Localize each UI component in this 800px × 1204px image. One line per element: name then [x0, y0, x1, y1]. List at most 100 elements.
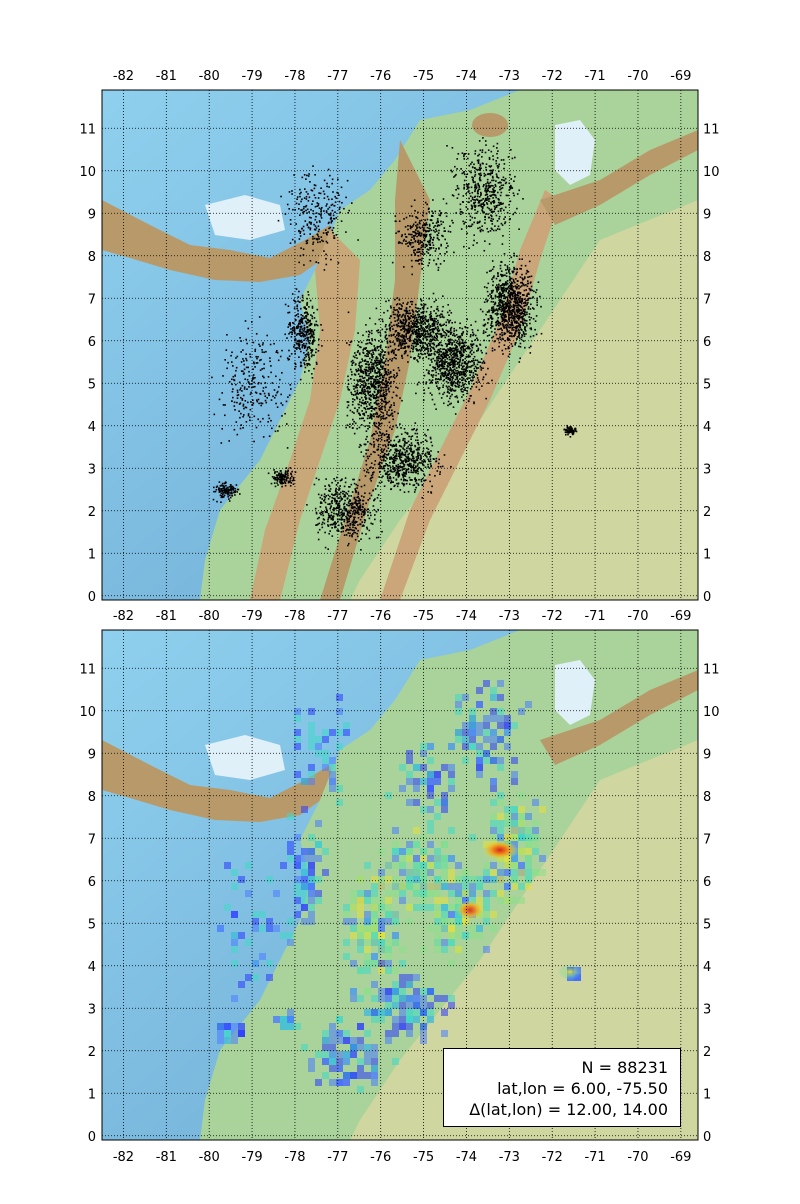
earthquake-point — [417, 440, 419, 442]
earthquake-point — [302, 295, 304, 297]
earthquake-point — [311, 352, 313, 354]
earthquake-point — [395, 348, 397, 350]
earthquake-point — [360, 519, 362, 521]
earthquake-point — [402, 447, 404, 449]
earthquake-point — [388, 434, 390, 436]
earthquake-point — [405, 310, 407, 312]
earthquake-point — [433, 337, 435, 339]
earthquake-point — [507, 267, 509, 269]
earthquake-point — [482, 149, 484, 151]
earthquake-point — [454, 335, 456, 337]
earthquake-point — [524, 329, 526, 331]
earthquake-point — [388, 353, 390, 355]
earthquake-point — [517, 280, 519, 282]
earthquake-point — [483, 325, 485, 327]
earthquake-point — [486, 163, 488, 165]
earthquake-point — [376, 362, 378, 364]
earthquake-point — [417, 442, 419, 444]
earthquake-point — [448, 331, 450, 333]
earthquake-point — [505, 305, 507, 307]
earthquake-point — [511, 288, 513, 290]
earthquake-point — [391, 351, 393, 353]
earthquake-point — [402, 483, 404, 485]
earthquake-point — [517, 336, 519, 338]
earthquake-point — [402, 302, 404, 304]
earthquake-point — [294, 307, 296, 309]
earthquake-point — [416, 329, 418, 331]
earthquake-point — [364, 420, 366, 422]
earthquake-point — [318, 479, 320, 481]
earthquake-point — [343, 521, 345, 523]
earthquake-point — [446, 335, 448, 337]
earthquake-point — [470, 344, 472, 346]
earthquake-point — [416, 480, 418, 482]
earthquake-point — [507, 299, 509, 301]
earthquake-point — [350, 378, 352, 380]
earthquake-point — [298, 296, 300, 298]
earthquake-point — [470, 361, 472, 363]
earthquake-point — [366, 379, 368, 381]
earthquake-point — [476, 338, 478, 340]
earthquake-point — [472, 329, 474, 331]
earthquake-point — [323, 518, 325, 520]
earthquake-point — [428, 358, 430, 360]
earthquake-point — [464, 174, 466, 176]
earthquake-point — [346, 529, 348, 531]
earthquake-point — [407, 446, 409, 448]
earthquake-point — [418, 350, 420, 352]
earthquake-point — [306, 354, 308, 356]
earthquake-point — [479, 167, 481, 169]
earthquake-point — [502, 334, 504, 336]
earthquake-point — [493, 180, 495, 182]
earthquake-point — [409, 464, 411, 466]
earthquake-point — [419, 319, 421, 321]
earthquake-point — [436, 362, 438, 364]
earthquake-point — [507, 331, 509, 333]
earthquake-point — [467, 201, 469, 203]
earthquake-point — [475, 150, 477, 152]
earthquake-point — [486, 228, 488, 230]
earthquake-point — [360, 538, 362, 540]
earthquake-point — [513, 180, 515, 182]
earthquake-point — [378, 494, 380, 496]
earthquake-point — [411, 347, 413, 349]
earthquake-point — [499, 328, 501, 330]
earthquake-point — [459, 343, 461, 345]
earthquake-point — [383, 460, 385, 462]
earthquake-point — [357, 503, 359, 505]
earthquake-point — [496, 173, 498, 175]
earthquake-point — [464, 388, 466, 390]
earthquake-point — [437, 333, 439, 335]
earthquake-point — [388, 438, 390, 440]
earthquake-point — [373, 441, 375, 443]
earthquake-point — [414, 316, 416, 318]
earthquake-point — [499, 336, 501, 338]
earthquake-point — [529, 313, 531, 315]
earthquake-point — [423, 448, 425, 450]
earthquake-point — [363, 393, 365, 395]
earthquake-point — [417, 453, 419, 455]
earthquake-point — [371, 462, 373, 464]
earthquake-point — [477, 211, 479, 213]
earthquake-point — [405, 318, 407, 320]
earthquake-point — [514, 312, 516, 314]
earthquake-point — [363, 514, 365, 516]
earthquake-point — [391, 410, 393, 412]
earthquake-point — [398, 316, 400, 318]
earthquake-point — [386, 430, 388, 432]
earthquake-point — [470, 336, 472, 338]
earthquake-point — [506, 302, 508, 304]
earthquake-point — [358, 493, 360, 495]
earthquake-point — [369, 530, 371, 532]
earthquake-point — [532, 307, 534, 309]
earthquake-point — [517, 302, 519, 304]
earthquake-point — [492, 185, 494, 187]
earthquake-point — [358, 370, 360, 372]
earthquake-point — [339, 505, 341, 507]
earthquake-point — [456, 168, 458, 170]
earthquake-point — [392, 465, 394, 467]
earthquake-point — [477, 364, 479, 366]
earthquake-point — [422, 478, 424, 480]
earthquake-point — [473, 222, 475, 224]
earthquake-point — [454, 381, 456, 383]
